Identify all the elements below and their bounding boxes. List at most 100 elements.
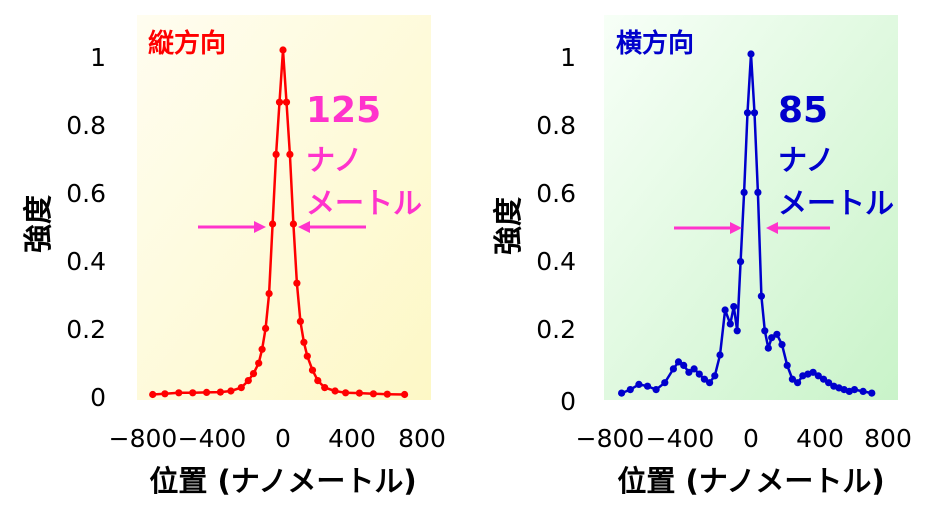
left-fwhm-arrowhead-right [298, 221, 310, 233]
right-data-point [726, 320, 734, 328]
right-ytick-label: 1 [560, 43, 576, 72]
right-data-point [761, 327, 769, 335]
left-xtick-label: −800 [109, 424, 178, 453]
left-data-point [244, 377, 252, 385]
left-x-axis-title: 位置 (ナノメートル) [149, 464, 416, 498]
right-y-ticks: 1 0.8 0.6 0.4 0.2 0 [536, 43, 576, 416]
left-x-ticks: −800 −400 0 400 800 [109, 424, 446, 453]
left-data-point [275, 98, 284, 106]
right-ytick-label: 0 [560, 387, 576, 416]
right-data-point [716, 351, 724, 359]
right-data-point [635, 380, 643, 388]
left-data-point [314, 377, 322, 385]
right-fwhm-value: 85 [778, 90, 828, 131]
right-data-point [695, 370, 703, 378]
left-data-point [189, 389, 197, 397]
right-fwhm-annotation: 85 ナノ メートル [674, 90, 894, 234]
right-data-point [757, 292, 766, 300]
right-panel-title: 横方向 [616, 28, 694, 59]
left-data-point [303, 352, 311, 360]
right-data-point [743, 109, 752, 117]
left-series-line [152, 48, 405, 396]
left-fwhm-value: 125 [306, 90, 381, 131]
left-data-point [203, 388, 211, 396]
left-data-point [321, 384, 329, 392]
right-data-point [652, 386, 660, 394]
left-data-point [279, 46, 287, 54]
right-data-series [618, 50, 876, 397]
left-fwhm-unit-line1: ナノ [306, 143, 363, 177]
right-data-point [768, 334, 776, 342]
right-xtick-label: 800 [864, 424, 912, 453]
left-data-point [342, 389, 350, 397]
right-data-point [690, 365, 698, 373]
right-data-point [859, 387, 867, 395]
left-data-point [383, 390, 391, 398]
right-data-point [685, 368, 693, 376]
left-data-point [255, 359, 263, 367]
right-xtick-label: 0 [743, 424, 759, 453]
left-data-point [286, 150, 294, 158]
right-data-point [788, 375, 797, 383]
right-data-point [750, 109, 759, 117]
right-data-point [674, 358, 683, 366]
left-data-series [149, 46, 409, 399]
right-data-point [778, 341, 786, 349]
left-y-ticks: 1 0.8 0.6 0.4 0.2 0 [66, 43, 106, 412]
right-y-axis-title: 強度 [491, 197, 525, 255]
left-xtick-label: 800 [398, 424, 446, 453]
right-ytick-label: 0.4 [536, 247, 576, 276]
right-data-point [737, 258, 745, 266]
left-data-point [262, 324, 270, 332]
left-xtick-label: −400 [178, 424, 247, 453]
right-xtick-label: −800 [576, 424, 645, 453]
right-ytick-label: 0.2 [536, 315, 576, 344]
right-data-point [809, 368, 817, 376]
left-data-point [216, 388, 224, 396]
left-data-point [282, 98, 291, 106]
left-ytick-label: 0.6 [66, 179, 106, 208]
right-data-point [618, 389, 626, 397]
left-data-point [331, 387, 339, 395]
right-data-point [740, 188, 748, 196]
left-data-point [161, 390, 169, 398]
left-data-point [175, 389, 183, 397]
left-data-point [249, 370, 258, 378]
right-data-point [706, 379, 714, 387]
right-ytick-label: 0.8 [536, 111, 576, 140]
left-data-point [296, 317, 304, 325]
left-data-point [369, 390, 377, 398]
right-data-point [700, 375, 709, 383]
right-data-point [747, 50, 755, 58]
left-data-point [355, 389, 363, 397]
right-chart-panel: 1 0.8 0.6 0.4 0.2 0 −800 −400 0 400 800 … [491, 15, 912, 498]
right-data-point [850, 386, 859, 394]
left-ytick-label: 0 [90, 383, 106, 412]
left-data-point [237, 384, 245, 392]
left-data-point [293, 279, 301, 287]
right-data-point [669, 365, 678, 373]
left-data-point [308, 366, 317, 374]
right-data-point [754, 188, 762, 196]
right-data-point [825, 379, 833, 387]
right-data-point [711, 372, 719, 380]
right-x-axis-title: 位置 (ナノメートル) [617, 464, 884, 498]
left-fwhm-unit-line2: メートル [306, 186, 422, 220]
left-data-point [401, 390, 409, 399]
right-data-point [773, 330, 781, 338]
right-xtick-label: 400 [796, 424, 844, 453]
right-data-point [819, 375, 828, 383]
right-data-point [868, 389, 876, 397]
left-panel-title: 縦方向 [148, 28, 226, 59]
left-xtick-label: 400 [328, 424, 376, 453]
right-data-point [680, 361, 688, 369]
left-data-point [269, 220, 277, 228]
left-data-point [258, 345, 266, 353]
right-fwhm-unit-line1: ナノ [778, 143, 835, 177]
left-data-point [227, 387, 235, 395]
right-x-ticks: −800 −400 0 400 800 [576, 424, 912, 453]
left-chart-panel: 1 0.8 0.6 0.4 0.2 0 −800 −400 0 400 800 … [21, 15, 446, 498]
right-fwhm-arrowhead-left [730, 222, 742, 234]
left-ytick-label: 0.8 [66, 111, 106, 140]
